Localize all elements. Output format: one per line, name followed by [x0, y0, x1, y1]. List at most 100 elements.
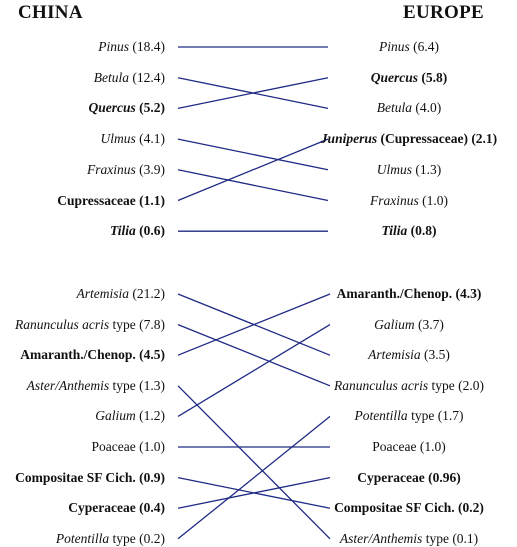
left-label-cyperaceae: Cyperaceae (0.4): [68, 500, 165, 516]
taxon-value: (3.9): [135, 161, 165, 177]
taxon-value: type (0.2): [109, 530, 165, 546]
left-label-ulmus: Ulmus (4.1): [100, 131, 165, 147]
taxon-name: Fraxinus: [87, 161, 136, 177]
left-label-aster: Aster/Anthemis type (1.3): [27, 378, 165, 394]
taxon-name: Ulmus: [100, 131, 136, 147]
left-label-fraxinus: Fraxinus (3.9): [87, 162, 165, 178]
left-label-galium: Galium (1.2): [95, 408, 165, 424]
taxon-value: (21.2): [129, 286, 165, 301]
right-label-pinus: Pinus (6.4): [379, 39, 439, 55]
right-label-tilia: Tilia (0.8): [382, 223, 437, 239]
right-label-potentilla: Potentilla type (1.7): [354, 408, 463, 424]
left-label-ranunculus: Ranunculus acris type (7.8): [15, 317, 165, 333]
left-label-betula: Betula (12.4): [94, 70, 165, 86]
link-herbs-ranunculus: [177, 323, 331, 387]
taxon-value: (12.4): [129, 69, 165, 85]
link-trees-quercus: [177, 77, 329, 110]
left-label-tilia: Tilia (0.6): [110, 223, 165, 239]
taxon-value: (4.0): [412, 100, 442, 116]
left-label-quercus: Quercus (5.2): [88, 100, 165, 116]
right-label-compositae: Compositae SF Cich. (0.2): [334, 500, 484, 516]
right-label-aster: Aster/Anthemis type (0.1): [340, 531, 478, 547]
taxon-value: (1.3): [412, 161, 442, 177]
taxon-value: (6.4): [409, 39, 440, 54]
taxon-value: Compositae SF Cich. (0.2): [334, 500, 484, 516]
left-label-potentilla: Potentilla type (0.2): [56, 531, 165, 547]
taxon-value: Compositae SF Cich. (0.9): [15, 469, 165, 485]
link-trees-fraxinus: [177, 169, 329, 202]
taxon-value: (0.8): [407, 223, 437, 239]
taxon-value: type (0.1): [422, 530, 479, 546]
taxon-value: (4.1): [135, 131, 165, 147]
china-header: CHINA: [18, 2, 83, 23]
taxon-value: (1.0): [418, 192, 448, 208]
taxon-name: Betula: [376, 100, 412, 116]
taxon-name: Quercus: [88, 100, 136, 116]
taxon-name: Tilia: [110, 223, 136, 239]
taxon-name: Artemisia: [368, 347, 421, 363]
taxon-name: Ulmus: [376, 161, 413, 177]
taxon-name: Potentilla: [55, 530, 110, 546]
right-label-ranunculus: Ranunculus acris type (2.0): [334, 378, 484, 394]
link-trees-ulmus: [177, 138, 329, 171]
taxon-name: Galium: [374, 316, 415, 332]
taxon-value: (18.4): [129, 39, 165, 54]
taxon-name: Ranunculus acris: [15, 316, 110, 332]
right-label-ulmus: Ulmus (1.3): [377, 162, 442, 178]
right-label-artemisia: Artemisia (3.5): [368, 347, 450, 363]
taxon-value: (5.2): [135, 100, 165, 116]
taxon-value: type (1.3): [109, 377, 165, 393]
taxon-name: Pinus: [378, 39, 410, 54]
left-label-poaceae: Poaceae (1.0): [92, 439, 165, 455]
taxon-name: Tilia: [381, 223, 408, 239]
right-label-amaranth: Amaranth./Chenop. (4.3): [337, 286, 482, 302]
link-herbs-galium: [177, 324, 331, 417]
taxon-name: Potentilla: [354, 408, 408, 424]
taxon-name: Galium: [95, 408, 136, 424]
taxon-value: Amaranth./Chenop. (4.3): [336, 286, 482, 301]
europe-header: EUROPE: [403, 2, 484, 23]
right-label-cyperaceae: Cyperaceae (0.96): [357, 470, 460, 486]
taxon-name: Betula: [93, 69, 129, 85]
taxon-name: Fraxinus: [370, 192, 419, 208]
right-label-cupressaceae: Juniperus (Cupressaceae) (2.1): [321, 131, 497, 147]
taxon-value: (5.8): [418, 69, 448, 85]
taxon-value: type (7.8): [109, 316, 165, 332]
taxon-name: Aster/Anthemis: [26, 377, 110, 393]
left-label-compositae: Compositae SF Cich. (0.9): [15, 470, 165, 486]
taxon-value: (3.5): [420, 347, 450, 363]
right-label-poaceae: Poaceae (1.0): [372, 439, 445, 455]
taxon-value: type (2.0): [428, 377, 484, 393]
taxon-name: Artemisia: [76, 286, 130, 301]
right-label-quercus: Quercus (5.8): [371, 70, 448, 86]
link-herbs-cyperaceae: [177, 476, 331, 509]
taxon-value: (1.2): [135, 408, 165, 424]
taxon-value: Amaranth./Chenop. (4.5): [20, 347, 165, 363]
right-label-betula: Betula (4.0): [377, 100, 442, 116]
left-label-amaranth: Amaranth./Chenop. (4.5): [20, 347, 165, 363]
taxon-value: type (1.7): [407, 408, 464, 424]
taxon-value: Cupressaceae (1.1): [57, 192, 165, 208]
taxon-value: (Cupressaceae) (2.1): [377, 131, 498, 147]
taxon-name: Juniperus: [320, 131, 378, 147]
taxon-value: (3.7): [414, 316, 444, 332]
taxon-value: Cyperaceae (0.4): [68, 500, 165, 516]
left-label-pinus: Pinus (18.4): [98, 39, 165, 55]
taxon-value: Poaceae (1.0): [372, 439, 446, 454]
link-herbs-amaranth: [177, 293, 331, 356]
taxon-name: Ranunculus acris: [334, 377, 429, 393]
taxon-name: Pinus: [98, 39, 129, 54]
link-herbs-aster: [177, 385, 331, 540]
link-herbs-potentilla: [177, 415, 331, 540]
taxon-value: Poaceae (1.0): [91, 439, 165, 454]
taxon-value: (0.6): [135, 223, 165, 239]
taxon-name: Quercus: [370, 69, 419, 85]
right-label-galium: Galium (3.7): [374, 317, 444, 333]
right-label-fraxinus: Fraxinus (1.0): [370, 193, 448, 209]
taxon-name: Aster/Anthemis: [339, 530, 423, 546]
taxon-value: Cyperaceae (0.96): [357, 469, 461, 485]
left-label-artemisia: Artemisia (21.2): [77, 286, 166, 302]
link-trees-cupressaceae: [177, 138, 329, 202]
left-label-cupressaceae: Cupressaceae (1.1): [57, 193, 165, 209]
